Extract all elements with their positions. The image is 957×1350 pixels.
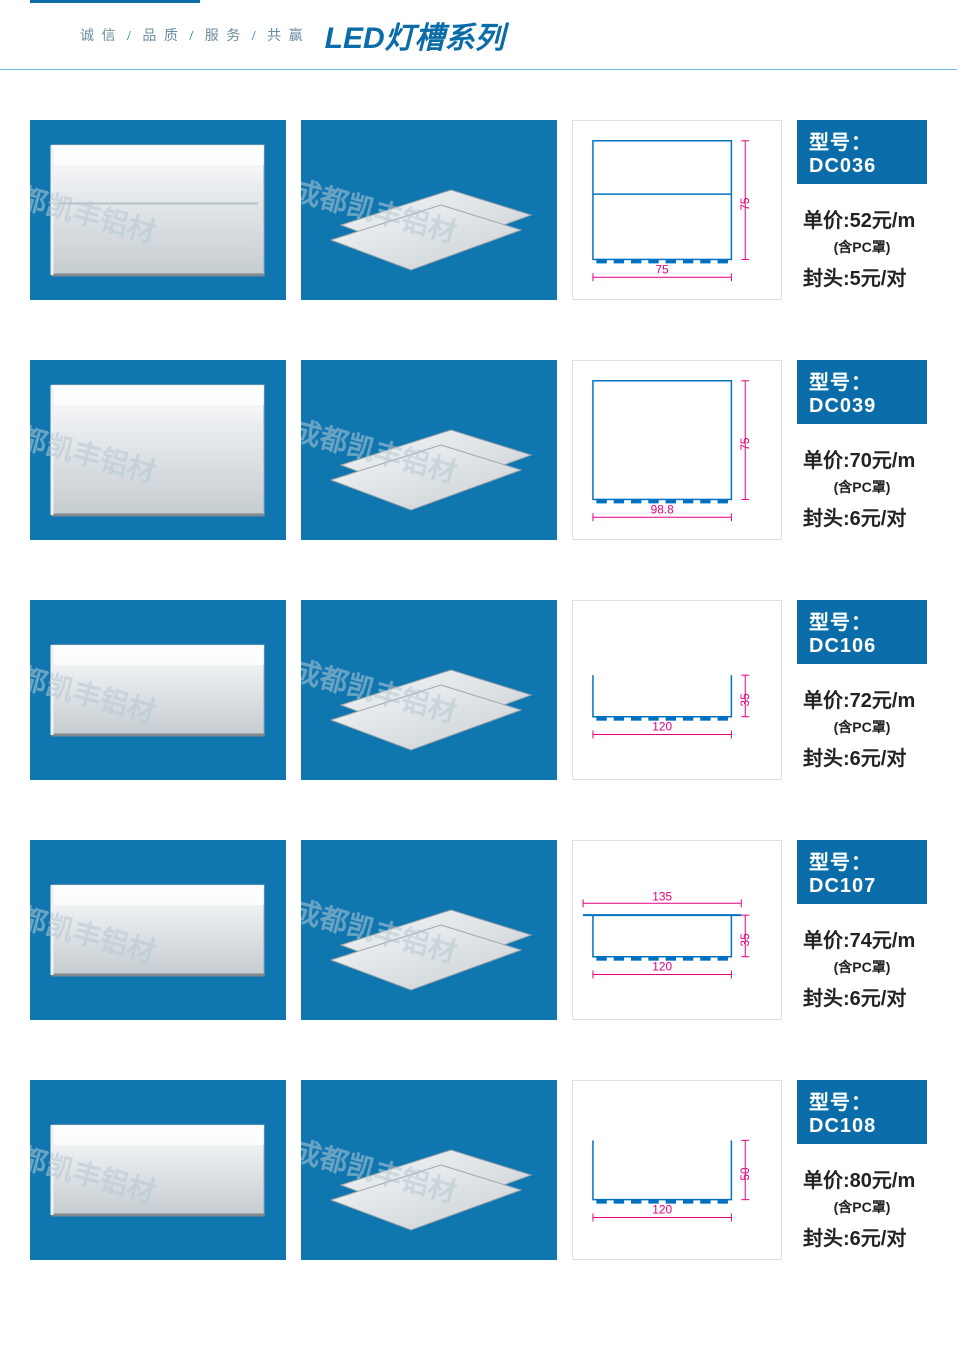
- product-photo-caps: 成都凯丰铝材: [301, 840, 557, 1020]
- model-label: 型号：DC106: [797, 600, 927, 664]
- header-accent-line: [30, 0, 200, 3]
- cap-line: 封头:6元/对: [803, 1222, 921, 1256]
- cap-line: 封头:6元/对: [803, 742, 921, 776]
- product-photo-caps: 成都凯丰铝材: [301, 1080, 557, 1260]
- product-specs: 单价:80元/m (含PC罩) 封头:6元/对: [797, 1144, 927, 1256]
- model-label: 型号：DC039: [797, 360, 927, 424]
- page-header: 诚 信 / 品 质 / 服 务 / 共 赢 LED灯槽系列: [0, 0, 957, 70]
- watermark-text: 成都凯丰铝材: [30, 889, 160, 971]
- svg-text:120: 120: [652, 960, 672, 974]
- watermark-text: 成都凯丰铝材: [301, 1129, 461, 1211]
- svg-text:120: 120: [652, 1203, 672, 1217]
- model-label: 型号：DC108: [797, 1080, 927, 1144]
- price-note: (含PC罩): [803, 1196, 921, 1220]
- motto-slash: /: [127, 29, 133, 44]
- cap-line: 封头:5元/对: [803, 262, 921, 296]
- price-line: 单价:52元/m: [803, 204, 921, 238]
- price-line: 单价:80元/m: [803, 1164, 921, 1198]
- product-info: 型号：DC107 单价:74元/m (含PC罩) 封头:6元/对: [797, 840, 927, 1020]
- product-row: 成都凯丰铝材 成都凯丰铝材 120 35: [30, 840, 927, 1020]
- motto-part: 诚 信: [80, 29, 118, 44]
- product-info: 型号：DC108 单价:80元/m (含PC罩) 封头:6元/对: [797, 1080, 927, 1260]
- product-specs: 单价:74元/m (含PC罩) 封头:6元/对: [797, 904, 927, 1016]
- svg-text:50: 50: [738, 1167, 752, 1181]
- price-note: (含PC罩): [803, 956, 921, 980]
- product-specs: 单价:70元/m (含PC罩) 封头:6元/对: [797, 424, 927, 536]
- motto-slash: /: [252, 29, 258, 44]
- watermark-text: 成都凯丰铝材: [301, 409, 461, 491]
- product-photo-profile: 成都凯丰铝材: [30, 1080, 286, 1260]
- product-info: 型号：DC106 单价:72元/m (含PC罩) 封头:6元/对: [797, 600, 927, 780]
- product-diagram: 120 35 135: [572, 840, 782, 1020]
- product-catalog: 成都凯丰铝材 成都凯丰铝材 75 75: [0, 70, 957, 1350]
- motto-slash: /: [189, 29, 195, 44]
- motto-part: 服 务: [205, 29, 243, 44]
- price-line: 单价:74元/m: [803, 924, 921, 958]
- product-specs: 单价:72元/m (含PC罩) 封头:6元/对: [797, 664, 927, 776]
- product-row: 成都凯丰铝材 成都凯丰铝材 75 75: [30, 120, 927, 300]
- svg-text:35: 35: [738, 693, 752, 707]
- svg-text:35: 35: [738, 933, 752, 947]
- product-photo-profile: 成都凯丰铝材: [30, 120, 286, 300]
- motto-part: 品 质: [142, 29, 180, 44]
- watermark-text: 成都凯丰铝材: [30, 169, 160, 251]
- price-line: 单价:72元/m: [803, 684, 921, 718]
- price-note: (含PC罩): [803, 476, 921, 500]
- price-line: 单价:70元/m: [803, 444, 921, 478]
- watermark-text: 成都凯丰铝材: [301, 649, 461, 731]
- product-photo-caps: 成都凯丰铝材: [301, 600, 557, 780]
- price-note: (含PC罩): [803, 716, 921, 740]
- product-specs: 单价:52元/m (含PC罩) 封头:5元/对: [797, 184, 927, 296]
- product-diagram: 98.8 75: [572, 360, 782, 540]
- cap-line: 封头:6元/对: [803, 502, 921, 536]
- svg-text:120: 120: [652, 720, 672, 734]
- model-label: 型号：DC107: [797, 840, 927, 904]
- product-row: 成都凯丰铝材 成都凯丰铝材 120 35: [30, 600, 927, 780]
- svg-text:135: 135: [652, 889, 672, 903]
- motto: 诚 信 / 品 质 / 服 务 / 共 赢: [80, 25, 305, 45]
- watermark-text: 成都凯丰铝材: [30, 409, 160, 491]
- product-photo-caps: 成都凯丰铝材: [301, 120, 557, 300]
- motto-part: 共 赢: [267, 29, 305, 44]
- product-photo-caps: 成都凯丰铝材: [301, 360, 557, 540]
- product-row: 成都凯丰铝材 成都凯丰铝材 120 50 型号: [30, 1080, 927, 1260]
- model-label: 型号：DC036: [797, 120, 927, 184]
- product-diagram: 120 50: [572, 1080, 782, 1260]
- product-photo-profile: 成都凯丰铝材: [30, 840, 286, 1020]
- page-title: LED灯槽系列: [325, 13, 505, 57]
- product-photo-profile: 成都凯丰铝材: [30, 600, 286, 780]
- product-diagram: 75 75: [572, 120, 782, 300]
- price-note: (含PC罩): [803, 236, 921, 260]
- watermark-text: 成都凯丰铝材: [30, 1129, 160, 1211]
- product-row: 成都凯丰铝材 成都凯丰铝材 98.8 75: [30, 360, 927, 540]
- watermark-text: 成都凯丰铝材: [301, 169, 461, 251]
- svg-text:98.8: 98.8: [651, 502, 674, 516]
- svg-text:75: 75: [656, 262, 670, 276]
- product-photo-profile: 成都凯丰铝材: [30, 360, 286, 540]
- watermark-text: 成都凯丰铝材: [301, 889, 461, 971]
- svg-text:75: 75: [738, 437, 752, 451]
- svg-text:75: 75: [738, 197, 752, 211]
- cap-line: 封头:6元/对: [803, 982, 921, 1016]
- product-diagram: 120 35: [572, 600, 782, 780]
- watermark-text: 成都凯丰铝材: [30, 649, 160, 731]
- product-info: 型号：DC039 单价:70元/m (含PC罩) 封头:6元/对: [797, 360, 927, 540]
- product-info: 型号：DC036 单价:52元/m (含PC罩) 封头:5元/对: [797, 120, 927, 300]
